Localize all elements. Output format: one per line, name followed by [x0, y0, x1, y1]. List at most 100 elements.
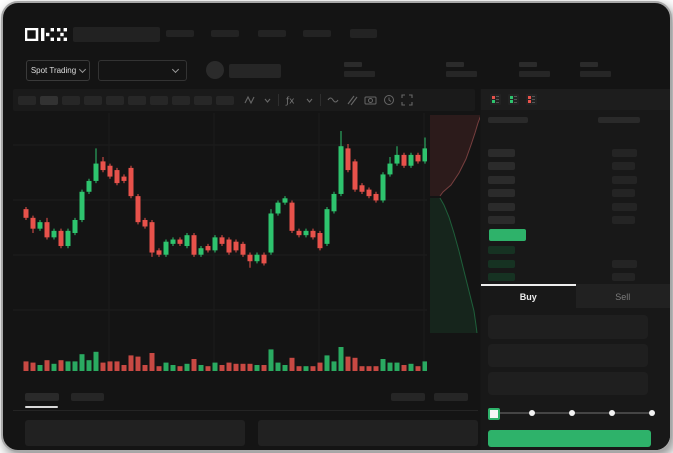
tab-buy[interactable]: Buy	[481, 284, 576, 308]
bid-price-placeholder	[488, 273, 515, 281]
timeframe-chip[interactable]	[128, 95, 146, 105]
fullscreen-icon[interactable]	[401, 94, 413, 106]
amount-slider	[488, 406, 656, 420]
last-price-bar[interactable]	[489, 229, 526, 241]
book-combined-icon[interactable]	[490, 94, 501, 105]
chevron-down-icon[interactable]	[305, 94, 314, 106]
nav-item-placeholder[interactable]	[350, 29, 377, 38]
bid-row[interactable]	[481, 273, 670, 284]
ask-price-placeholder	[488, 216, 515, 224]
coin-icon-placeholder	[206, 61, 224, 79]
chevron-down-icon[interactable]	[263, 94, 272, 106]
nav-item-placeholder[interactable]	[258, 30, 286, 37]
bid-row[interactable]	[481, 246, 670, 257]
ask-price-placeholder	[488, 149, 515, 157]
bottom-action-placeholder[interactable]	[434, 393, 468, 401]
ask-amount-placeholder	[612, 202, 637, 211]
bid-amount-placeholder	[612, 259, 637, 268]
price-input[interactable]	[488, 315, 648, 339]
ask-row[interactable]	[481, 149, 670, 160]
order-form-tabs: Buy Sell	[481, 284, 670, 308]
ask-row[interactable]	[481, 202, 670, 214]
stat-label-placeholder	[519, 62, 537, 67]
buy-submit-button[interactable]	[488, 430, 651, 447]
market-type-dropdown[interactable]: Spot Trading	[26, 60, 90, 81]
depth-chart	[430, 114, 482, 334]
nav-item-placeholder[interactable]	[166, 30, 194, 37]
slider-step-dot[interactable]	[609, 410, 615, 416]
bottom-tab-placeholder[interactable]	[71, 393, 104, 401]
candlestick-chart[interactable]	[13, 113, 427, 381]
price-column-header-placeholder	[488, 117, 528, 123]
stat-value-placeholder	[519, 71, 550, 77]
timeframe-chip[interactable]	[172, 95, 190, 105]
timeframe-chip[interactable]	[106, 95, 124, 105]
ask-row[interactable]	[481, 189, 670, 200]
amount-input[interactable]	[488, 344, 648, 367]
sell-tab-label: Sell	[615, 292, 631, 302]
ask-price-placeholder	[488, 202, 515, 211]
bid-price-placeholder	[488, 259, 515, 268]
timeframe-chips	[18, 95, 238, 105]
timeframe-chip[interactable]	[194, 95, 212, 105]
stat-label-placeholder	[580, 62, 598, 67]
nav-item-placeholder[interactable]	[303, 30, 331, 37]
bottom-action-placeholder[interactable]	[391, 393, 425, 401]
stat-label-placeholder	[446, 62, 464, 67]
indicators-icon[interactable]: ƒx	[285, 94, 299, 107]
svg-text:ƒx: ƒx	[285, 97, 295, 107]
nav-item-placeholder[interactable]	[211, 30, 239, 37]
pair-name-placeholder	[229, 64, 281, 78]
ask-price-placeholder	[488, 175, 515, 184]
pair-selector-dropdown[interactable]	[98, 60, 187, 81]
draw-tool-icon[interactable]	[346, 94, 358, 106]
buy-tab-label: Buy	[519, 292, 537, 302]
camera-icon[interactable]	[364, 94, 377, 106]
slider-handle[interactable]	[488, 408, 500, 420]
timeframe-chip[interactable]	[40, 95, 58, 105]
ask-amount-placeholder	[612, 162, 635, 171]
ask-price-placeholder	[488, 189, 515, 198]
divider	[278, 94, 279, 106]
timeframe-chip[interactable]	[150, 95, 168, 105]
divider	[320, 94, 321, 106]
candle-style-icon[interactable]	[244, 94, 257, 106]
chevron-down-icon	[171, 65, 180, 74]
tab-sell[interactable]: Sell	[575, 284, 670, 308]
book-bids-icon[interactable]	[508, 94, 519, 105]
timeframe-chip[interactable]	[216, 95, 234, 105]
slider-step-dot[interactable]	[569, 410, 575, 416]
stat-value-placeholder	[344, 71, 375, 77]
line-tool-icon[interactable]	[327, 94, 340, 106]
timeframe-chip[interactable]	[62, 95, 80, 105]
active-tab-indicator	[25, 406, 58, 408]
ask-amount-placeholder	[612, 216, 635, 224]
bottom-tab-active-placeholder[interactable]	[25, 393, 59, 401]
stat-value-placeholder	[446, 71, 477, 77]
book-asks-icon[interactable]	[526, 94, 537, 105]
okx-logo[interactable]	[25, 28, 67, 41]
bid-row[interactable]	[481, 259, 670, 271]
order-form	[481, 308, 670, 450]
slider-step-dot[interactable]	[529, 410, 535, 416]
timeframe-chip[interactable]	[18, 95, 36, 105]
order-book	[481, 110, 670, 295]
ask-amount-placeholder	[612, 189, 635, 198]
history-clock-icon[interactable]	[383, 94, 395, 106]
market-stat-placeholder	[344, 62, 384, 78]
total-input[interactable]	[488, 372, 648, 395]
bid-amount-placeholder	[612, 273, 635, 281]
orders-table-placeholder	[258, 420, 478, 446]
bid-price-placeholder	[488, 246, 515, 254]
chart-toolbar: ƒx	[13, 89, 475, 111]
ask-row[interactable]	[481, 216, 670, 227]
ask-amount-placeholder	[612, 149, 637, 157]
ask-row[interactable]	[481, 175, 670, 187]
ask-amount-placeholder	[612, 175, 637, 184]
slider-step-dot[interactable]	[649, 410, 655, 416]
timeframe-chip[interactable]	[84, 95, 102, 105]
ask-row[interactable]	[481, 162, 670, 173]
ask-price-placeholder	[488, 162, 515, 171]
